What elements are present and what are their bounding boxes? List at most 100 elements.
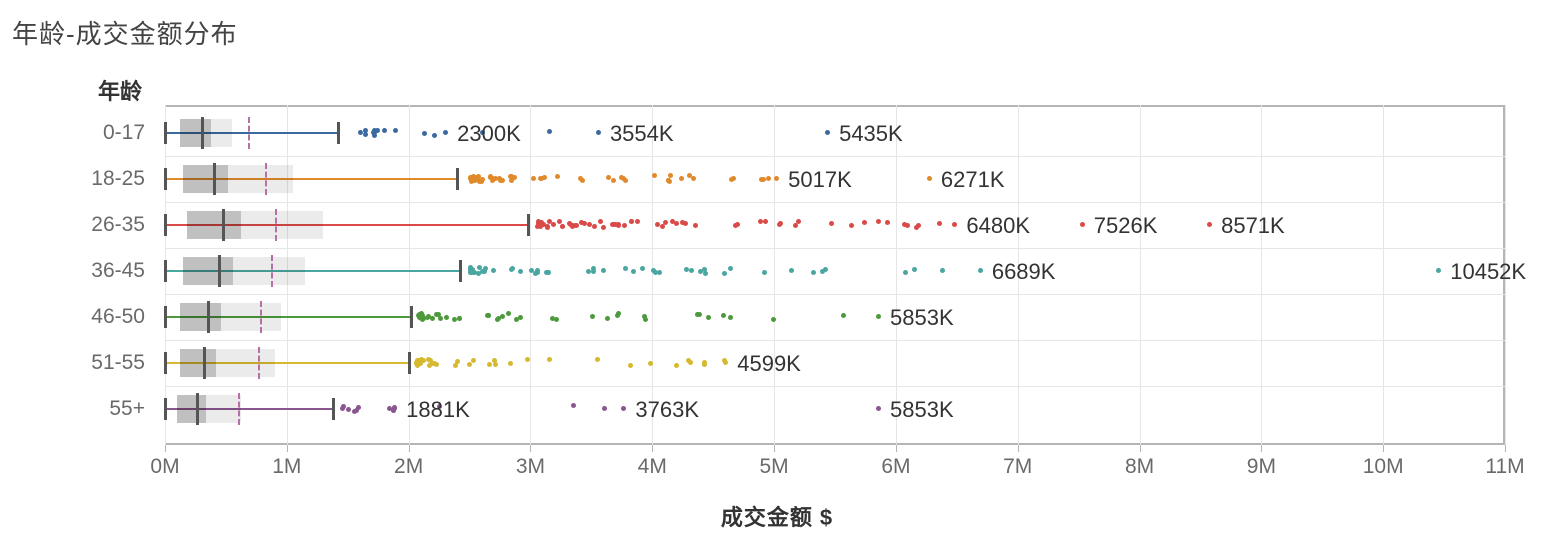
median-marker xyxy=(201,117,204,149)
x-tick xyxy=(1505,445,1506,452)
outlier-dot xyxy=(487,362,492,367)
outlier-dot xyxy=(723,360,728,365)
whisker-cap xyxy=(410,306,413,328)
outlier-dot xyxy=(457,316,462,321)
outlier-dot xyxy=(758,219,763,224)
outlier-dot xyxy=(952,222,957,227)
x-axis-title: 成交金额 $ xyxy=(0,500,1554,532)
outlier-dot xyxy=(722,271,727,276)
median-marker xyxy=(203,347,206,379)
outlier-dot xyxy=(689,268,694,273)
outlier-dot xyxy=(1436,268,1441,273)
outlier-dot xyxy=(651,268,656,273)
outlier-dot xyxy=(674,363,679,368)
outlier-label: 5853K xyxy=(890,305,954,331)
outlier-dot xyxy=(550,316,555,321)
y-category-label: 55+ xyxy=(60,397,145,421)
outlier-dot xyxy=(422,131,427,136)
outlier-label: 5853K xyxy=(890,397,954,423)
outlier-dot xyxy=(660,224,665,229)
outlier-dot xyxy=(444,315,449,320)
chart-title: 年龄-成交金额分布 xyxy=(12,14,238,51)
median-marker xyxy=(218,255,221,287)
whisker-cap xyxy=(164,168,167,190)
outlier-dot xyxy=(508,361,513,366)
outlier-dot xyxy=(382,128,387,133)
outlier-dot xyxy=(731,176,736,181)
outlier-dot xyxy=(688,360,693,365)
outlier-dot xyxy=(340,406,345,411)
outlier-dot xyxy=(591,269,596,274)
outlier-dot xyxy=(601,225,606,230)
outlier-dot xyxy=(455,359,460,364)
outlier-dot xyxy=(471,358,476,363)
boxplot-row: 6480K7526K8571K xyxy=(165,203,1505,247)
outlier-dot xyxy=(545,225,550,230)
whisker-cap xyxy=(332,398,335,420)
outlier-dot xyxy=(825,130,830,135)
boxplot-row: 5017K6271K xyxy=(165,157,1505,201)
outlier-dot xyxy=(419,311,424,316)
whisker-cap xyxy=(164,214,167,236)
whisker-cap xyxy=(456,168,459,190)
outlier-dot xyxy=(525,357,530,362)
reference-line xyxy=(248,117,250,149)
median-marker xyxy=(196,393,199,425)
x-tick-label: 6M xyxy=(881,455,910,479)
outlier-dot xyxy=(602,406,607,411)
outlier-dot xyxy=(652,173,657,178)
whisker-cap xyxy=(337,122,340,144)
x-tick xyxy=(287,445,288,452)
y-category-label: 46-50 xyxy=(60,305,145,329)
outlier-dot xyxy=(862,220,867,225)
inner-box xyxy=(180,349,217,377)
outlier-label: 3763K xyxy=(635,397,699,423)
x-tick-label: 0M xyxy=(150,455,179,479)
whisker-cap xyxy=(164,306,167,328)
outlier-label: 1881K xyxy=(406,397,470,423)
outlier-dot xyxy=(774,176,779,181)
outlier-dot xyxy=(570,224,575,229)
whisker-cap xyxy=(164,260,167,282)
x-tick xyxy=(1018,445,1019,452)
outlier-dot xyxy=(393,128,398,133)
outlier-dot xyxy=(703,271,708,276)
outlier-label: 6480K xyxy=(966,213,1030,239)
outlier-dot xyxy=(574,223,579,228)
chart-frame: 年龄-成交金额分布 年龄 0-1718-2526-3536-4546-5051-… xyxy=(0,0,1554,542)
outlier-dot xyxy=(829,221,834,226)
outlier-label: 5435K xyxy=(839,121,903,147)
outlier-dot xyxy=(547,129,552,134)
outlier-dot xyxy=(763,219,768,224)
x-tick-label: 11M xyxy=(1485,455,1524,479)
x-tick-label: 10M xyxy=(1363,455,1404,479)
outlier-dot xyxy=(876,219,881,224)
reference-line xyxy=(238,393,240,425)
x-tick xyxy=(165,445,166,452)
outlier-dot xyxy=(796,219,801,224)
whisker-cap xyxy=(164,122,167,144)
outlier-dot xyxy=(657,270,662,275)
outlier-dot xyxy=(693,223,698,228)
outlier-dot xyxy=(622,223,627,228)
outlier-dot xyxy=(587,222,592,227)
outlier-dot xyxy=(438,316,443,321)
outlier-dot xyxy=(621,406,626,411)
outlier-dot xyxy=(683,221,688,226)
outlier-dot xyxy=(728,266,733,271)
outlier-dot xyxy=(914,225,919,230)
outlier-dot xyxy=(771,317,776,322)
x-tick-label: 9M xyxy=(1247,455,1276,479)
outlier-dot xyxy=(616,311,621,316)
x-tick-label: 5M xyxy=(759,455,788,479)
outlier-dot xyxy=(512,175,517,180)
outlier-label: 10452K xyxy=(1450,259,1526,285)
outlier-dot xyxy=(560,224,565,229)
outlier-dot xyxy=(820,269,825,274)
median-marker xyxy=(222,209,225,241)
outlier-label: 7526K xyxy=(1094,213,1158,239)
x-tick xyxy=(1140,445,1141,452)
outlier-dot xyxy=(480,269,485,274)
x-tick-label: 2M xyxy=(394,455,423,479)
outlier-dot xyxy=(547,357,552,362)
